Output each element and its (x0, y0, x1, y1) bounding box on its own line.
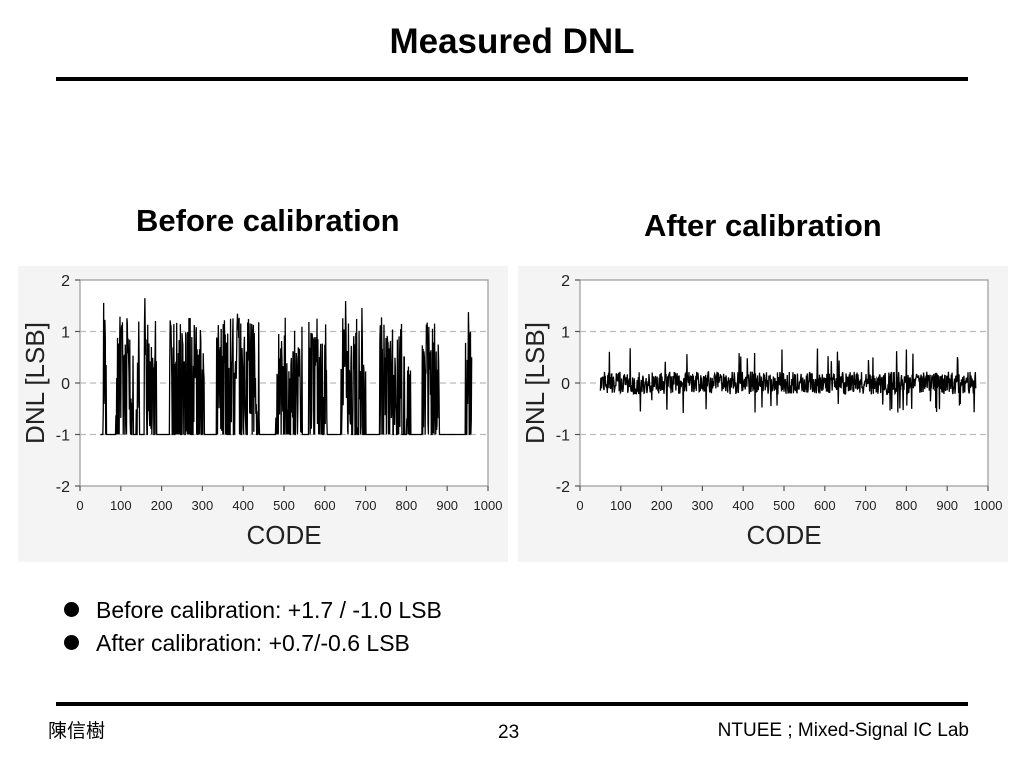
y-tick-label: -2 (556, 479, 570, 496)
x-tick-label: 500 (273, 498, 295, 513)
x-tick-label: 500 (773, 498, 795, 513)
dnl-series-line (599, 348, 977, 413)
dnl-series-line (100, 298, 473, 436)
y-tick-label: 0 (561, 376, 570, 393)
x-tick-label: 700 (855, 498, 877, 513)
x-tick-label: 700 (355, 498, 377, 513)
dnl-chart-before: -2 -1 0 1 2 0 100 200 300 400 500 600 700 800 900 1000 C… (18, 266, 508, 562)
x-tick-label: 200 (151, 498, 173, 513)
summary-bullets: Before calibration: +1.7 / -1.0 LSB Afte… (62, 594, 442, 660)
y-tick-label: 2 (61, 273, 70, 290)
bullet-after-text: After calibration: +0.7/-0.6 LSB (96, 630, 410, 656)
x-tick-label: 900 (936, 498, 958, 513)
x-tick-label: 100 (610, 498, 632, 513)
x-tick-label: 200 (651, 498, 673, 513)
y-tick-label: 1 (561, 325, 570, 342)
chart-title-before: Before calibration (136, 203, 400, 238)
x-axis-label: CODE (746, 520, 821, 550)
x-tick-label: 900 (436, 498, 458, 513)
bullet-after: After calibration: +0.7/-0.6 LSB (62, 627, 442, 660)
chart-title-after: After calibration (644, 208, 882, 243)
x-tick-label: 300 (192, 498, 214, 513)
x-tick-label: 1000 (974, 498, 1003, 513)
x-tick-label: 800 (896, 498, 918, 513)
x-tick-label: 600 (314, 498, 336, 513)
x-tick-label: 100 (110, 498, 132, 513)
y-tick-label: -2 (56, 479, 70, 496)
y-tick-label: -1 (56, 428, 70, 445)
top-divider (56, 77, 968, 81)
x-tick-label: 0 (76, 498, 83, 513)
footer-author: 陳信樹 (48, 720, 106, 742)
x-tick-label: 0 (576, 498, 583, 513)
x-tick-label: 1000 (474, 498, 503, 513)
x-tick-label: 400 (732, 498, 754, 513)
y-tick-label: 1 (61, 325, 70, 342)
y-axis-label: DNL [LSB] (520, 322, 550, 444)
x-tick-label: 800 (396, 498, 418, 513)
bottom-divider (56, 702, 968, 706)
y-axis-label: DNL [LSB] (20, 322, 50, 444)
slide-title: Measured DNL (389, 22, 635, 61)
x-axis-label: CODE (246, 520, 321, 550)
x-tick-label: 400 (232, 498, 254, 513)
footer-lab: NTUEE ; Mixed-Signal IC Lab (717, 720, 969, 741)
bullet-before: Before calibration: +1.7 / -1.0 LSB (62, 594, 442, 627)
bullet-dot (64, 635, 79, 650)
bullet-before-text: Before calibration: +1.7 / -1.0 LSB (96, 597, 442, 623)
y-tick-label: 0 (61, 376, 70, 393)
dnl-chart-after: -2 -1 0 1 2 0 100 200 300 400 500 600 700 800 900 1000 C… (518, 266, 1008, 562)
footer-page-number: 23 (498, 722, 520, 743)
bullet-dot (64, 602, 79, 617)
x-tick-label: 600 (814, 498, 836, 513)
x-tick-label: 300 (692, 498, 714, 513)
y-tick-label: 2 (561, 273, 570, 290)
y-tick-label: -1 (556, 428, 570, 445)
